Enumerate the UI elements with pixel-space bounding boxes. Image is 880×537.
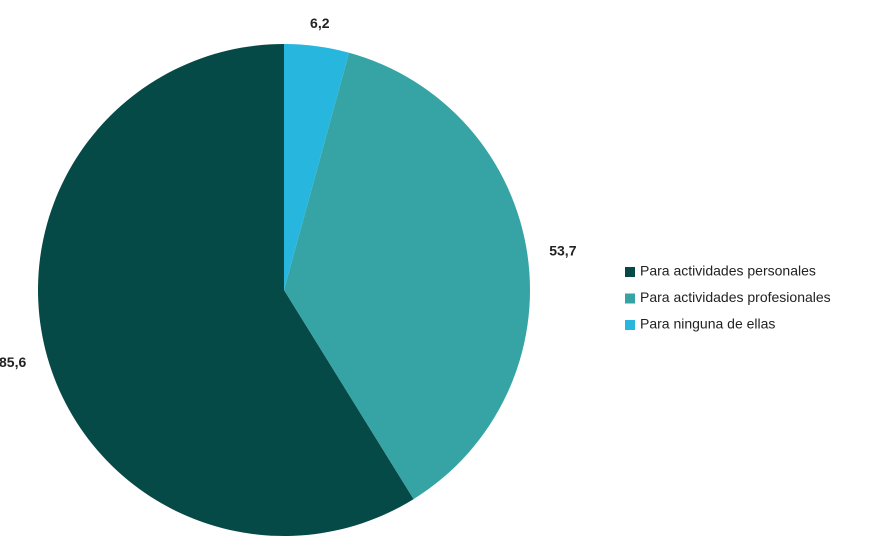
legend-label: Para ninguna de ellas — [640, 316, 775, 332]
legend-swatch — [625, 267, 635, 277]
data-label: 53,7 — [549, 242, 576, 258]
legend-label: Para actividades personales — [640, 263, 816, 279]
pie-slice — [284, 44, 350, 290]
legend-swatch — [625, 293, 635, 304]
legend-label: Para actividades profesionales — [640, 289, 831, 305]
pie-slice — [284, 52, 530, 500]
data-label: 85,6 — [0, 354, 26, 370]
legend-swatch — [625, 320, 635, 330]
data-label: 6,2 — [310, 15, 330, 31]
pie-slice — [37, 44, 414, 537]
